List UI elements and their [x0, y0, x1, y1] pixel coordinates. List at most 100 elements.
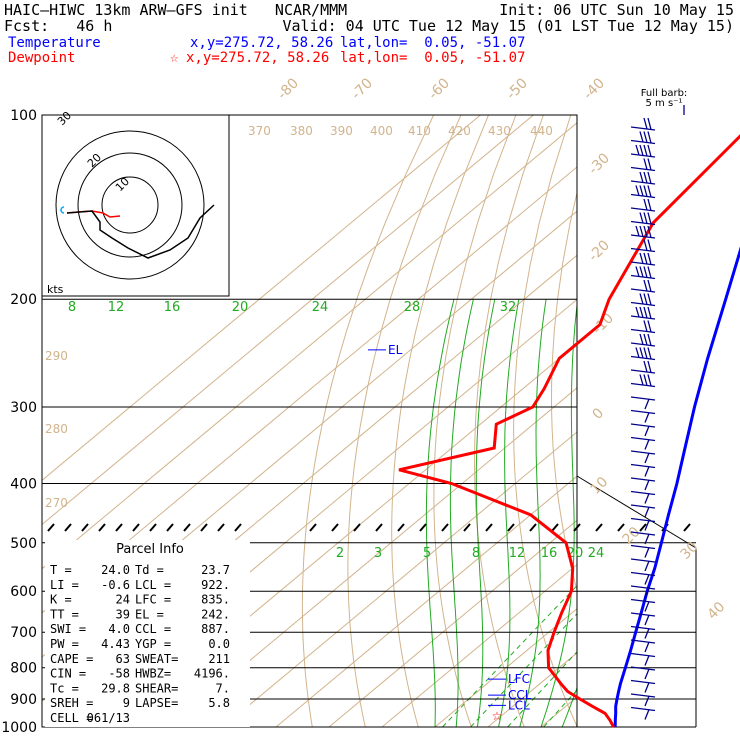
wind-barb-feather: [647, 279, 652, 292]
hatch-mark: [441, 523, 449, 532]
parcel-info-cell: -58: [108, 667, 130, 681]
parcel-info-cell: HWBZ=: [135, 667, 171, 681]
wind-barb: [630, 504, 656, 509]
mixing-ratio-line: [619, 299, 740, 727]
wind-barb-feather: [643, 306, 648, 319]
pressure-label: 400: [10, 476, 37, 492]
wind-barb: [630, 436, 656, 442]
parcel-info-cell: 29.8: [101, 681, 130, 695]
wind-barb-feather: [644, 439, 650, 450]
temperature-trace: [613, 246, 740, 728]
dewpoint-legend-label: Dewpoint: [8, 50, 76, 66]
mixing-ratio-label-bottom: 12: [509, 546, 526, 561]
hatch-mark: [485, 523, 493, 532]
wind-barb-feather: [644, 587, 650, 599]
hodograph-start-marker: [60, 206, 65, 214]
wind-barb: [630, 666, 656, 671]
parcel-info-cell: 4196.: [194, 667, 230, 681]
wind-barb: [630, 423, 656, 428]
theta-label: 290: [45, 349, 68, 363]
isotherm-line: [434, 608, 577, 727]
theta-label: 270: [45, 496, 68, 510]
init-time: Init: 06 UTC Sun 10 May 15: [499, 1, 734, 19]
parcel-info-cell: SWI =: [50, 622, 86, 636]
wind-barb-feather: [647, 117, 652, 130]
mixing-ratio-line: [660, 299, 740, 727]
valid-time: Valid: 04 UTC Tue 12 May 15 (01 LST Tue …: [282, 17, 734, 35]
dry-adiabat-line: [624, 115, 737, 727]
wind-barb-feather: [644, 574, 650, 585]
parcel-info-cell: 5.8: [208, 696, 230, 710]
parcel-info-cell: CELL =: [50, 711, 93, 725]
mixing-ratio-label-bottom: 16: [541, 546, 558, 561]
hatch-mark: [595, 523, 603, 532]
wind-barb-feather: [647, 131, 652, 144]
hatch-mark: [617, 523, 625, 532]
parcel-info-cell: Tc =: [50, 681, 79, 695]
wind-barb-feather: [643, 279, 648, 292]
parcel-info-cell: LAPSE=: [135, 696, 178, 710]
moist-adiabat-line: [561, 686, 577, 727]
wind-barb-feather: [639, 333, 644, 345]
wind-barb-feather: [639, 171, 644, 183]
level-marker-label: CCL: [508, 688, 532, 702]
moist-adiabat-line: [498, 299, 520, 727]
level-marker-label: LFC: [508, 672, 530, 686]
wind-barb-feather: [647, 293, 652, 306]
wind-barb-feather: [644, 412, 650, 423]
wind-barb-feather: [643, 333, 648, 346]
hatch-mark: [683, 523, 691, 532]
parcel-info-cell: 061/13: [87, 711, 130, 725]
wind-barb: [630, 463, 656, 469]
moist-adiabat-line: [626, 299, 740, 727]
wind-barb-feather: [644, 695, 650, 707]
wind-barb-feather: [644, 520, 650, 531]
dewpoint-star-icon: ☆: [170, 50, 179, 66]
temperature-tick-label: 40: [705, 599, 729, 623]
mixing-ratio-line: [543, 689, 577, 727]
isotherm-line: [540, 696, 577, 727]
hodograph-ring: [101, 176, 159, 234]
dry-adiabat-line: [301, 115, 435, 727]
hatch-mark: [507, 523, 515, 532]
pressure-label: 600: [10, 584, 37, 600]
dewpoint-legend-coords: x,y=275.72, 58.26: [186, 50, 330, 66]
parcel-info-cell: TT =: [50, 607, 79, 621]
wind-barb-feather: [647, 225, 652, 238]
hatch-mark: [419, 523, 427, 532]
hodograph-ring: [77, 152, 183, 258]
parcel-info-cell: K =: [50, 593, 72, 607]
hatch-mark: [309, 523, 317, 532]
forecast-hour: Fcst: 46 h: [4, 17, 113, 35]
hodograph-units: kts: [47, 283, 64, 296]
wind-barb: [630, 531, 656, 536]
wind-barb-feather: [644, 682, 650, 693]
isotherm-line: [169, 387, 577, 727]
pressure-label: 200: [10, 292, 37, 308]
hatch-mark: [551, 523, 559, 532]
pressure-label: 300: [10, 400, 37, 416]
wind-barb-feather: [643, 347, 648, 359]
wind-barb-feather: [647, 374, 652, 387]
mixing-ratio-line: [635, 299, 740, 727]
wind-barb-feather: [647, 144, 652, 157]
wind-barb: [630, 490, 656, 496]
theta-label: 280: [45, 422, 68, 436]
hatch-mark: [397, 523, 405, 532]
temperature-tick-label: -60: [426, 75, 453, 102]
hatch-mark: [217, 523, 225, 532]
theta-label: 380: [290, 124, 313, 138]
moist-adiabat-line: [689, 299, 740, 727]
dewpoint-trace: [398, 134, 740, 728]
parcel-info-cell: SWEAT=: [135, 652, 178, 666]
wind-barb-feather: [643, 158, 648, 170]
mixing-ratio-line: [575, 725, 577, 727]
hatch-mark: [81, 523, 89, 532]
wind-barb-feather: [647, 320, 652, 333]
wind-barb: [630, 706, 656, 712]
level-marker-label: LCL: [508, 698, 530, 712]
dewpoint-legend-latlon: lat,lon= 0.05, -51.07: [340, 50, 526, 66]
theta-label: 420: [448, 124, 471, 138]
temperature-tick-label: -70: [349, 75, 376, 102]
wind-barb-feather: [635, 185, 640, 196]
